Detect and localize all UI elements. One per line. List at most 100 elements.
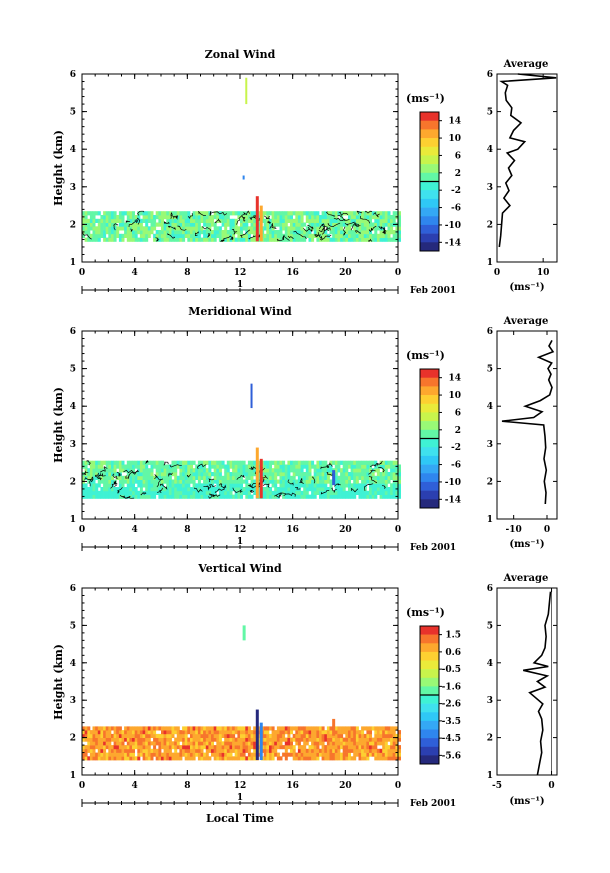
heatmap-cell: [340, 460, 344, 465]
heatmap-cell: [253, 230, 257, 235]
heatmap-cell: [129, 745, 133, 750]
heatmap-cell: [92, 752, 96, 757]
zonal-wind-ylabel: Height (km): [52, 130, 65, 206]
heatmap-cell: [395, 475, 399, 480]
colorbar-tick-label: -14: [445, 238, 461, 248]
heatmap-cell: [82, 483, 85, 488]
heatmap-cell: [158, 222, 162, 227]
heatmap-cell: [269, 226, 272, 231]
heatmap-cell: [274, 745, 278, 750]
heatmap-cell: [253, 490, 257, 495]
feature-streaks: [242, 625, 336, 761]
heatmap-cell: [171, 483, 175, 488]
heatmap-cell: [153, 490, 157, 495]
heatmap-cell: [398, 494, 401, 499]
heatmap-cell: [242, 472, 246, 477]
heatmap-cell: [355, 490, 359, 495]
heatmap-cell: [134, 226, 138, 231]
heatmap-cell: [100, 730, 104, 735]
heatmap-cell: [390, 237, 394, 242]
heatmap-cell: [253, 464, 257, 469]
heatmap-cell: [398, 730, 401, 735]
heatmap-cell: [118, 741, 122, 746]
heatmap-cell: [132, 730, 135, 735]
heatmap-cell: [213, 487, 217, 492]
heatmap-cell: [145, 218, 149, 223]
heatmap-cell: [121, 464, 125, 469]
colorbar-tick-label: -5.6: [442, 751, 461, 761]
heatmap-cell: [319, 215, 322, 220]
heatmap-cell: [142, 479, 146, 484]
heatmap-cell: [376, 226, 380, 231]
heatmap-cell: [97, 748, 101, 753]
heatmap-cell: [311, 218, 315, 223]
heatmap-cell: [155, 230, 159, 235]
heatmap-cell: [353, 737, 357, 742]
heatmap-cell: [224, 490, 228, 495]
heatmap-cell: [216, 468, 220, 473]
heatmap-cell: [348, 472, 351, 477]
heatmap-cell: [308, 730, 312, 735]
heatmap-cell: [221, 741, 225, 746]
heatmap-cell: [282, 745, 286, 750]
contour-line: [333, 217, 346, 221]
heatmap-cell: [108, 472, 112, 477]
heatmap-cell: [97, 472, 101, 477]
heatmap-cell: [82, 730, 85, 735]
heatmap-cell: [253, 726, 257, 731]
heatmap-cell: [324, 745, 328, 750]
heatmap-cell: [379, 472, 383, 477]
heatmap-cell: [305, 490, 309, 495]
contour-line: [382, 485, 386, 489]
average-x-tick-label: 0: [544, 525, 550, 535]
heatmap-cell: [245, 487, 249, 492]
heatmap-cell: [134, 237, 138, 242]
heatmap-cell: [192, 752, 196, 757]
heatmap-cell: [250, 211, 254, 216]
heatmap-cell: [263, 222, 267, 227]
heatmap-cell: [311, 752, 315, 757]
heatmap-cell: [187, 490, 191, 495]
heatmap-cell: [161, 479, 164, 484]
heatmap-cell: [116, 226, 120, 231]
heatmap-cell: [116, 460, 120, 465]
heatmap-cell: [166, 494, 170, 499]
heatmap-cell: [153, 741, 157, 746]
heatmap-cell: [150, 748, 154, 753]
heatmap-cell: [379, 215, 383, 220]
heatmap-cell: [218, 730, 222, 735]
heatmap-cell: [321, 483, 325, 488]
heatmap-cell: [242, 730, 246, 735]
heatmap-cell: [245, 475, 249, 480]
y-tick-label: 6: [70, 70, 76, 80]
heatmap-cell: [369, 215, 372, 220]
heatmap-cell: [379, 475, 383, 480]
heatmap-cell: [376, 472, 380, 477]
heatmap-cell: [168, 218, 172, 223]
heatmap-cell: [95, 226, 99, 231]
heatmap-cell: [297, 494, 301, 499]
heatmap-cell: [353, 494, 357, 499]
y-tick-label: 6: [70, 327, 76, 337]
heatmap-cell: [184, 468, 188, 473]
heatmap-cell: [263, 475, 267, 480]
heatmap-cell: [308, 748, 312, 753]
heatmap-cell: [182, 745, 186, 750]
heatmap-cell: [147, 748, 151, 753]
heatmap-cell: [290, 230, 293, 235]
heatmap-cell: [250, 237, 254, 242]
heatmap-cell: [337, 726, 341, 731]
heatmap-cell: [89, 226, 93, 231]
heatmap-cell: [97, 233, 101, 238]
heatmap-cell: [369, 483, 372, 488]
heatmap-cell: [229, 218, 233, 223]
heatmap-cell: [245, 215, 249, 220]
heatmap-cell: [340, 487, 344, 492]
contour-line: [303, 226, 313, 232]
heatmap-cell: [100, 222, 104, 227]
heatmap-cell: [100, 479, 104, 484]
colorbar-swatch: [420, 729, 439, 739]
heatmap-cell: [118, 494, 122, 499]
heatmap-cell: [92, 726, 96, 731]
heatmap-cell: [208, 730, 212, 735]
